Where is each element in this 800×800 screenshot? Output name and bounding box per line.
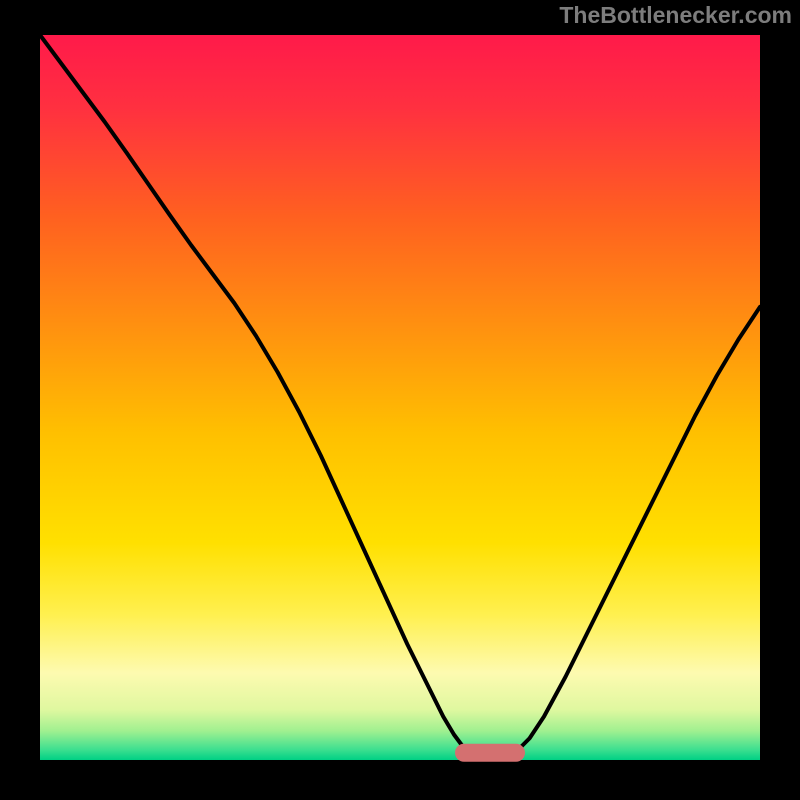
chart-svg <box>0 0 800 800</box>
chart-border <box>760 0 800 800</box>
gradient-background <box>40 35 760 760</box>
bottleneck-chart: TheBottlenecker.com <box>0 0 800 800</box>
optimal-marker <box>455 744 525 762</box>
chart-border <box>0 760 800 800</box>
chart-border <box>0 0 40 800</box>
watermark-label: TheBottlenecker.com <box>559 2 792 29</box>
